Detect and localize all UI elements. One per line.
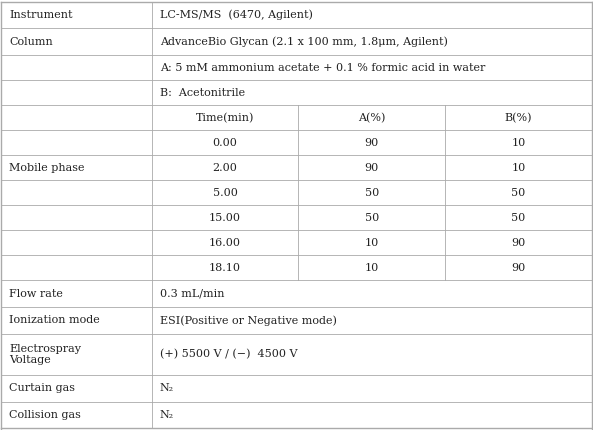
Text: 50: 50 [365,213,379,223]
Text: B:  Acetonitrile: B: Acetonitrile [160,88,245,98]
Text: N₂: N₂ [160,383,174,393]
Text: 10: 10 [365,263,379,273]
Text: LC-MS/MS  (6470, Agilent): LC-MS/MS (6470, Agilent) [160,9,313,20]
Text: 10: 10 [511,138,525,147]
Text: Column: Column [9,37,53,47]
Text: 18.10: 18.10 [209,263,241,273]
Text: 15.00: 15.00 [209,213,241,223]
Text: 5.00: 5.00 [213,187,238,198]
Text: ESI(Positive or Negative mode): ESI(Positive or Negative mode) [160,315,337,326]
Text: 90: 90 [511,238,525,248]
Text: Instrument: Instrument [9,10,73,20]
Text: Time(min): Time(min) [196,113,254,123]
Text: (+) 5500 V / (−)  4500 V: (+) 5500 V / (−) 4500 V [160,349,297,359]
Text: Mobile phase: Mobile phase [9,163,85,173]
Text: Curtain gas: Curtain gas [9,383,75,393]
Text: 0.3 mL/min: 0.3 mL/min [160,289,224,298]
Text: 2.00: 2.00 [213,163,238,173]
Text: 10: 10 [511,163,525,173]
Text: Flow rate: Flow rate [9,289,63,298]
Text: 50: 50 [511,187,525,198]
Text: A: 5 mM ammonium acetate + 0.1 % formic acid in water: A: 5 mM ammonium acetate + 0.1 % formic … [160,63,485,73]
Text: 16.00: 16.00 [209,238,241,248]
Text: 50: 50 [365,187,379,198]
Text: 90: 90 [365,138,379,147]
Text: A(%): A(%) [358,113,385,123]
Text: Electrospray
Voltage: Electrospray Voltage [9,344,81,365]
Text: N₂: N₂ [160,410,174,420]
Text: Ionization mode: Ionization mode [9,316,100,326]
Text: 10: 10 [365,238,379,248]
Text: 50: 50 [511,213,525,223]
Text: 0.00: 0.00 [213,138,238,147]
Text: B(%): B(%) [505,113,532,123]
Text: AdvanceBio Glycan (2.1 x 100 mm, 1.8μm, Agilent): AdvanceBio Glycan (2.1 x 100 mm, 1.8μm, … [160,37,448,47]
Text: 90: 90 [511,263,525,273]
Text: Collision gas: Collision gas [9,410,81,420]
Text: 90: 90 [365,163,379,173]
